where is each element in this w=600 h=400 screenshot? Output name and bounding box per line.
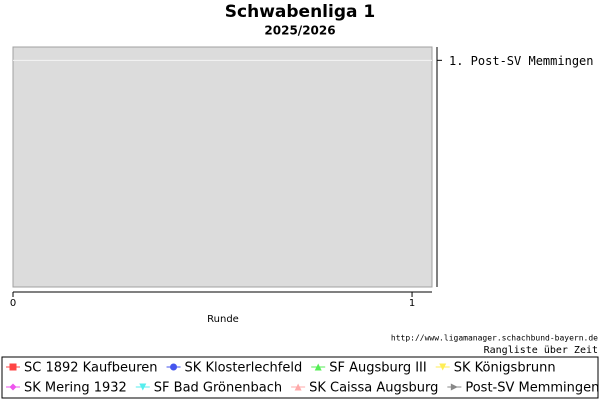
legend-marker	[314, 363, 322, 371]
caption: Rangliste über Zeit	[484, 345, 598, 356]
x-tick-label: 0	[10, 298, 16, 309]
legend-marker	[439, 363, 447, 371]
legend-marker	[9, 363, 17, 371]
chart-subtitle: 2025/2026	[264, 24, 335, 38]
legend-label: SK Klosterlechfeld	[185, 361, 303, 376]
y-tick-label: 1. Post-SV Memmingen	[449, 54, 594, 68]
legend-marker	[170, 363, 178, 371]
legend-label: SK Königsbrunn	[454, 361, 556, 376]
chart-title: Schwabenliga 1	[225, 2, 375, 22]
legend-marker	[139, 383, 147, 391]
legend-label: SC 1892 Kaufbeuren	[24, 361, 158, 376]
source: http://www.ligamanager.schachbund-bayern…	[391, 334, 598, 343]
legend-label: SK Mering 1932	[24, 381, 127, 396]
legend-marker	[9, 383, 17, 391]
x-tick-label: 1	[409, 298, 415, 309]
legend-marker	[450, 383, 458, 391]
legend-label: SK Caissa Augsburg	[309, 381, 438, 396]
plot-area	[12, 46, 433, 288]
legend-marker	[294, 383, 302, 391]
legend	[1, 356, 599, 399]
legend-label: SF Bad Grönenbach	[154, 381, 282, 396]
x-axis-label: Runde	[207, 314, 239, 325]
legend-label: Post-SV Memmingen	[465, 381, 599, 396]
legend-label: SF Augsburg III	[329, 361, 427, 376]
